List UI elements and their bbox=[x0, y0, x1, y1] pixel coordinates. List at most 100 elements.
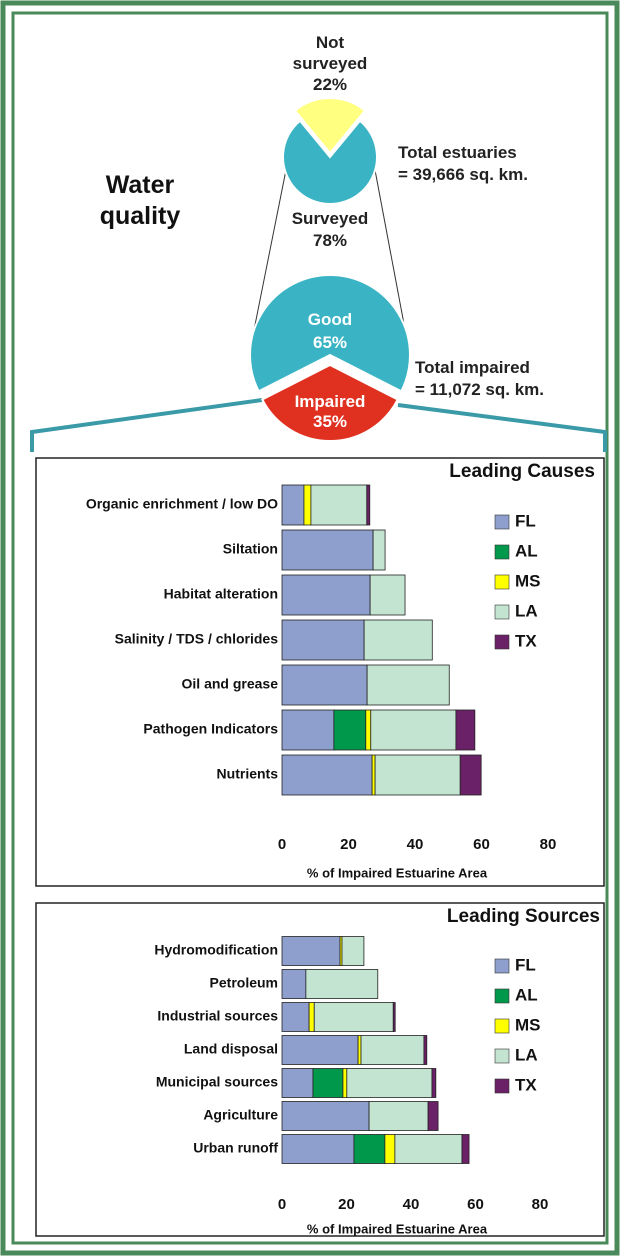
legend-label: TX bbox=[515, 631, 537, 650]
bar-segment bbox=[370, 709, 457, 751]
x-tick-label: 20 bbox=[340, 836, 357, 853]
bar-segment bbox=[357, 1035, 362, 1065]
y-tick-label: Agriculture bbox=[203, 1107, 278, 1123]
x-tick-label: 20 bbox=[338, 1196, 355, 1213]
x-axis-label: % of Impaired Estuarine Area bbox=[307, 865, 488, 880]
y-tick-label: Salinity / TDS / chlorides bbox=[115, 631, 279, 647]
legend-swatch bbox=[494, 988, 510, 1004]
bar-segment bbox=[281, 754, 373, 796]
slice-label: Surveyed bbox=[291, 209, 369, 228]
y-tick-label: Oil and grease bbox=[182, 676, 279, 692]
inner-border bbox=[11, 11, 609, 1245]
bar-segment bbox=[312, 1068, 344, 1098]
annotation: = 11,072 sq. km. bbox=[415, 380, 545, 399]
bar-segment bbox=[459, 754, 482, 796]
bar-segment bbox=[461, 1134, 470, 1164]
annotation: = 39,666 sq. km. bbox=[398, 165, 528, 184]
bar-segment bbox=[431, 1068, 437, 1098]
bar-segment bbox=[303, 484, 312, 526]
bar-segment bbox=[281, 1035, 359, 1065]
legend-swatch bbox=[494, 634, 510, 650]
bar-segment bbox=[305, 969, 379, 999]
slice-label: Not surveyed bbox=[292, 33, 368, 73]
pie-slice bbox=[282, 119, 378, 205]
zoom-line bbox=[374, 169, 408, 341]
bar-segment bbox=[281, 709, 335, 751]
y-tick-label: Organic enrichment / low DO bbox=[86, 496, 278, 512]
x-tick-label: 80 bbox=[540, 836, 557, 853]
slice-label: Impaired bbox=[294, 392, 366, 411]
bar-segment bbox=[281, 1101, 370, 1131]
slice-value: 65% bbox=[312, 333, 348, 352]
bar-segment bbox=[346, 1068, 433, 1098]
y-tick-label: Hydromodification bbox=[154, 942, 278, 958]
x-tick-label: 0 bbox=[278, 1196, 286, 1213]
bar-segment bbox=[371, 754, 376, 796]
pie-slice bbox=[260, 363, 400, 442]
bar-segment bbox=[353, 1134, 386, 1164]
legend-label: LA bbox=[515, 1045, 538, 1064]
bar-segment bbox=[384, 1134, 396, 1164]
bar-segment bbox=[308, 1002, 315, 1032]
y-tick-label: Industrial sources bbox=[157, 1008, 278, 1024]
bar-segment bbox=[281, 1068, 314, 1098]
legend-swatch bbox=[494, 604, 510, 620]
x-tick-label: 60 bbox=[467, 1196, 484, 1213]
legend-label: LA bbox=[515, 601, 538, 620]
y-tick-label: Municipal sources bbox=[156, 1074, 278, 1090]
bar-segment bbox=[427, 1101, 439, 1131]
bar-segment bbox=[365, 709, 372, 751]
bar-segment bbox=[394, 1134, 463, 1164]
bar-segment bbox=[366, 664, 450, 706]
legend-label: MS bbox=[515, 1015, 541, 1034]
legend-label: TX bbox=[515, 1075, 537, 1094]
page-title: Water quality bbox=[99, 171, 181, 230]
x-axis-label: % of Impaired Estuarine Area bbox=[307, 1221, 488, 1236]
legend-swatch bbox=[494, 574, 510, 590]
slice-value: 35% bbox=[312, 412, 348, 431]
x-tick-label: 80 bbox=[532, 1196, 549, 1213]
bar-segment bbox=[342, 1068, 348, 1098]
annotation: Total estuaries bbox=[398, 143, 517, 162]
slice-label: Good bbox=[307, 310, 353, 329]
panel-title: Leading Sources bbox=[447, 906, 600, 927]
bar-segment bbox=[372, 529, 386, 571]
y-tick-label: Siltation bbox=[223, 541, 278, 557]
x-tick-label: 40 bbox=[407, 836, 424, 853]
legend-swatch bbox=[494, 1078, 510, 1094]
legend-label: AL bbox=[515, 985, 538, 1004]
y-tick-label: Land disposal bbox=[184, 1041, 278, 1057]
legend-swatch bbox=[494, 514, 510, 530]
legend-swatch bbox=[494, 1048, 510, 1064]
bar-segment bbox=[281, 529, 374, 571]
bracket bbox=[30, 398, 263, 452]
bar-segment bbox=[281, 574, 371, 616]
legend-label: AL bbox=[515, 541, 538, 560]
annotation: Total impaired bbox=[415, 358, 530, 377]
bar-segment bbox=[281, 1002, 310, 1032]
bar-segment bbox=[366, 484, 371, 526]
bar-segment bbox=[363, 619, 433, 661]
y-tick-label: Habitat alteration bbox=[164, 586, 278, 602]
bar-segment bbox=[374, 754, 461, 796]
legend-label: MS bbox=[515, 571, 541, 590]
y-tick-label: Petroleum bbox=[210, 975, 278, 991]
bar-segment bbox=[281, 936, 341, 966]
bar-segment bbox=[310, 484, 368, 526]
pie-slice bbox=[249, 274, 411, 393]
bar-segment bbox=[281, 969, 307, 999]
bar-segment bbox=[455, 709, 476, 751]
bar-segment bbox=[281, 664, 368, 706]
x-tick-label: 0 bbox=[278, 836, 286, 853]
bar-segment bbox=[360, 1035, 425, 1065]
legend-label: FL bbox=[515, 511, 536, 530]
y-tick-label: Nutrients bbox=[217, 766, 279, 782]
legend-label: FL bbox=[515, 955, 536, 974]
bar-segment bbox=[281, 484, 305, 526]
zoom-line bbox=[251, 169, 287, 341]
slice-value: 78% bbox=[312, 231, 348, 250]
bar-segment bbox=[368, 1101, 429, 1131]
legend-swatch bbox=[494, 958, 510, 974]
